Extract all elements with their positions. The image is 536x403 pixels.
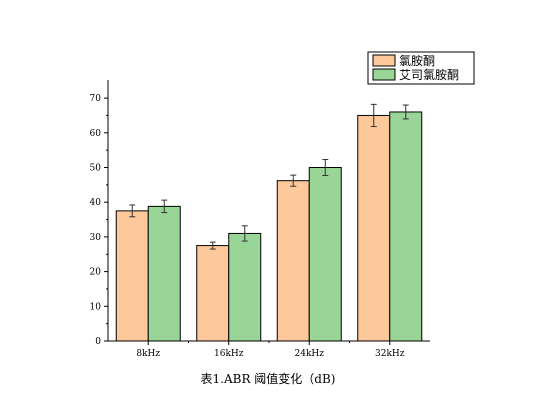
bar-esketamine bbox=[308, 167, 342, 342]
y-tick-label: 50 bbox=[90, 164, 102, 174]
x-tick-label: 24kHz bbox=[295, 349, 325, 359]
legend-swatch bbox=[372, 68, 396, 81]
bar-ketamine bbox=[196, 245, 230, 342]
bar-ketamine bbox=[276, 180, 310, 342]
chart-caption: 表1.ABR 阈值变化（dB) bbox=[201, 371, 336, 386]
y-tick-label: 10 bbox=[90, 302, 102, 312]
bar-ketamine bbox=[357, 114, 391, 342]
bar-esketamine bbox=[228, 232, 262, 342]
x-tick-label: 32kHz bbox=[375, 349, 405, 359]
y-tick-label: 70 bbox=[90, 94, 102, 104]
y-tick-label: 0 bbox=[95, 337, 101, 347]
legend-label: 艾司氯胺酮 bbox=[399, 68, 459, 82]
x-tick-label: 16kHz bbox=[214, 349, 244, 359]
y-tick-label: 20 bbox=[90, 268, 102, 278]
bar-esketamine bbox=[147, 205, 181, 342]
y-tick-label: 30 bbox=[90, 233, 102, 243]
y-tick-label: 40 bbox=[90, 198, 102, 208]
bar-esketamine bbox=[389, 111, 423, 342]
legend-swatch bbox=[372, 54, 396, 67]
bar-ketamine bbox=[115, 210, 149, 342]
x-tick-label: 8kHz bbox=[136, 349, 160, 359]
y-tick-label: 60 bbox=[90, 129, 102, 139]
legend-label: 氯胺酮 bbox=[399, 54, 435, 68]
